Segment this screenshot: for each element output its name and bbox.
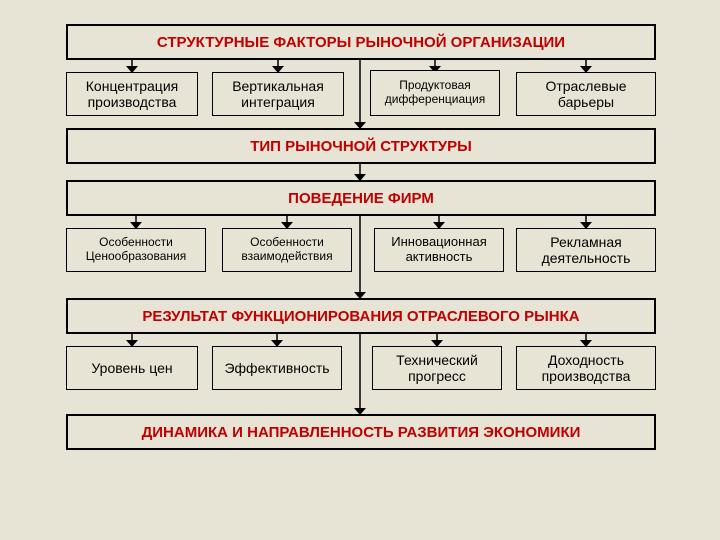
header-market-result: РЕЗУЛЬТАТ ФУНКЦИОНИРОВАНИЯ ОТРАСЛЕВОГО Р… (66, 298, 656, 334)
row3-item-0: Особенности Ценообразования (66, 228, 206, 272)
row3-item-2: Инновационная активность (374, 228, 504, 272)
row1-item-1: Вертикальная интеграция (212, 72, 344, 116)
row1-item-3: Отраслевые барьеры (516, 72, 656, 116)
row1-item-2: Продуктовая дифференциация (370, 70, 500, 116)
header-structural-factors: СТРУКТУРНЫЕ ФАКТОРЫ РЫНОЧНОЙ ОРГАНИЗАЦИИ (66, 24, 656, 60)
header-firm-behavior: ПОВЕДЕНИЕ ФИРМ (66, 180, 656, 216)
header-market-structure-type: ТИП РЫНОЧНОЙ СТРУКТУРЫ (66, 128, 656, 164)
row4-item-1: Эффективность (212, 346, 342, 390)
row4-item-3: Доходность производства (516, 346, 656, 390)
header-economy-dynamics: ДИНАМИКА И НАПРАВЛЕННОСТЬ РАЗВИТИЯ ЭКОНО… (66, 414, 656, 450)
row3-item-1: Особенности взаимодействия (222, 228, 352, 272)
row4-item-0: Уровень цен (66, 346, 198, 390)
row3-item-3: Рекламная деятельность (516, 228, 656, 272)
row1-item-0: Концентрация производства (66, 72, 198, 116)
row4-item-2: Технический прогресс (372, 346, 502, 390)
